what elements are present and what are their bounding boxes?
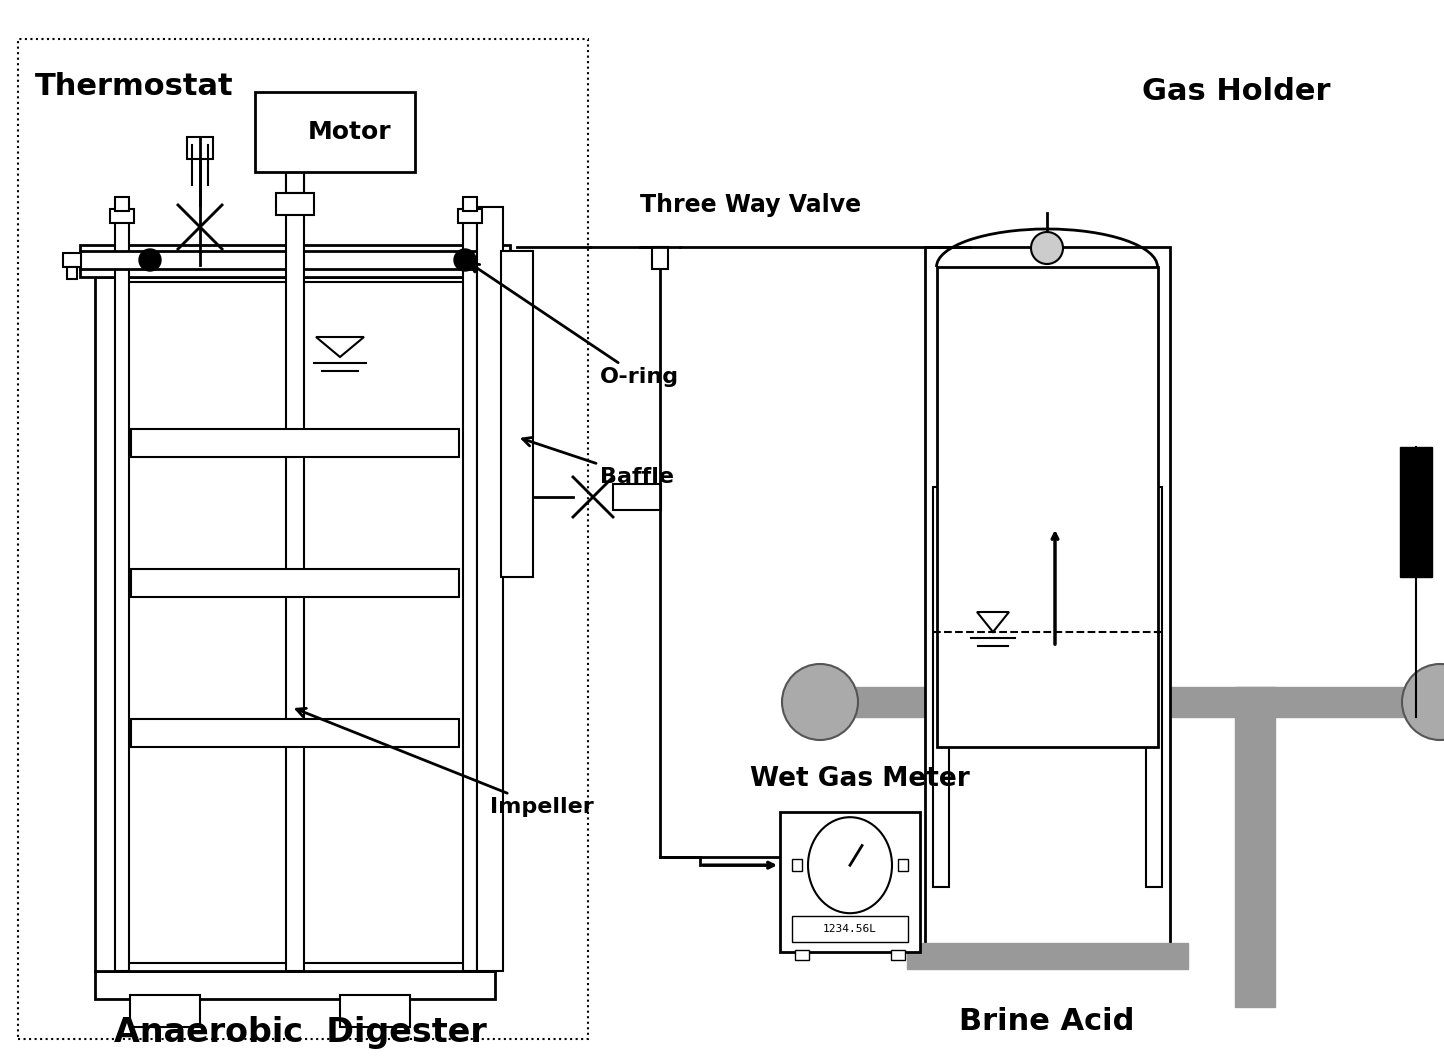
Bar	[188, 137, 214, 159]
Bar	[458, 209, 482, 223]
Bar	[95, 971, 495, 999]
Bar	[780, 812, 920, 952]
Bar	[898, 859, 908, 871]
Ellipse shape	[809, 817, 892, 913]
Bar	[907, 943, 1188, 969]
Bar	[477, 207, 503, 971]
Bar	[130, 995, 201, 1027]
Bar	[79, 245, 510, 277]
Bar	[131, 429, 459, 457]
Bar	[66, 267, 77, 279]
Text: Thermostat: Thermostat	[35, 72, 234, 101]
Bar	[1401, 447, 1432, 577]
Text: Gas Holder: Gas Holder	[1142, 77, 1330, 106]
Bar	[464, 197, 477, 211]
Bar	[614, 484, 661, 509]
Bar	[501, 251, 533, 577]
Bar	[653, 247, 669, 268]
Bar	[791, 916, 908, 942]
Bar	[131, 569, 459, 597]
Bar	[508, 253, 527, 267]
Text: Brine Acid: Brine Acid	[959, 1007, 1135, 1036]
Bar	[796, 950, 809, 960]
Bar	[286, 131, 305, 971]
Text: Impeller: Impeller	[296, 708, 593, 817]
Bar	[1235, 687, 1275, 1007]
Bar	[513, 267, 523, 279]
Bar	[17, 39, 588, 1039]
Text: Wet Gas Meter: Wet Gas Meter	[749, 766, 970, 792]
Circle shape	[1402, 664, 1444, 740]
Bar	[123, 282, 466, 963]
Bar	[937, 267, 1158, 747]
Bar	[116, 215, 129, 971]
Circle shape	[453, 249, 477, 271]
Text: Motor: Motor	[308, 120, 391, 144]
Bar	[933, 487, 949, 887]
Circle shape	[139, 249, 160, 271]
Bar	[79, 251, 510, 268]
Bar	[1147, 487, 1162, 887]
Text: Anaerobic  Digester: Anaerobic Digester	[114, 1016, 487, 1049]
Bar	[820, 687, 1440, 717]
Bar	[131, 719, 459, 747]
Bar	[791, 859, 801, 871]
Bar	[464, 215, 477, 971]
Bar	[339, 995, 410, 1027]
Text: O-ring: O-ring	[469, 263, 679, 387]
Circle shape	[1031, 231, 1063, 264]
Circle shape	[783, 664, 858, 740]
Bar	[110, 209, 134, 223]
Bar	[64, 253, 81, 267]
Bar	[286, 172, 305, 193]
Text: 1234.56L: 1234.56L	[823, 924, 877, 934]
Bar	[891, 950, 905, 960]
Bar	[276, 193, 313, 215]
Text: Three Way Valve: Three Way Valve	[640, 193, 861, 217]
Bar	[926, 247, 1170, 947]
Bar	[116, 197, 129, 211]
Text: Baffle: Baffle	[523, 438, 674, 487]
Bar	[256, 92, 414, 172]
Bar	[95, 277, 495, 971]
